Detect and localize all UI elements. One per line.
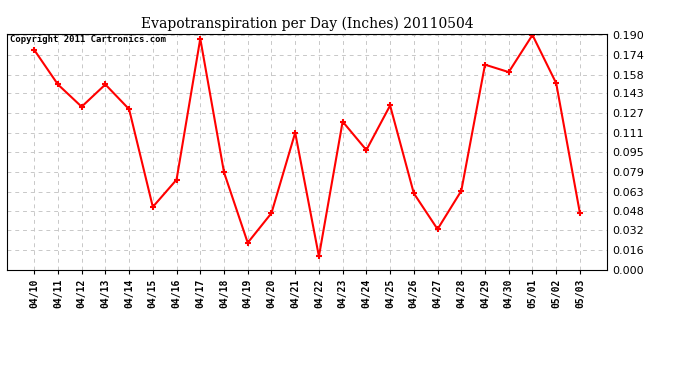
Title: Evapotranspiration per Day (Inches) 20110504: Evapotranspiration per Day (Inches) 2011… [141,17,473,31]
Text: Copyright 2011 Cartronics.com: Copyright 2011 Cartronics.com [10,35,166,44]
